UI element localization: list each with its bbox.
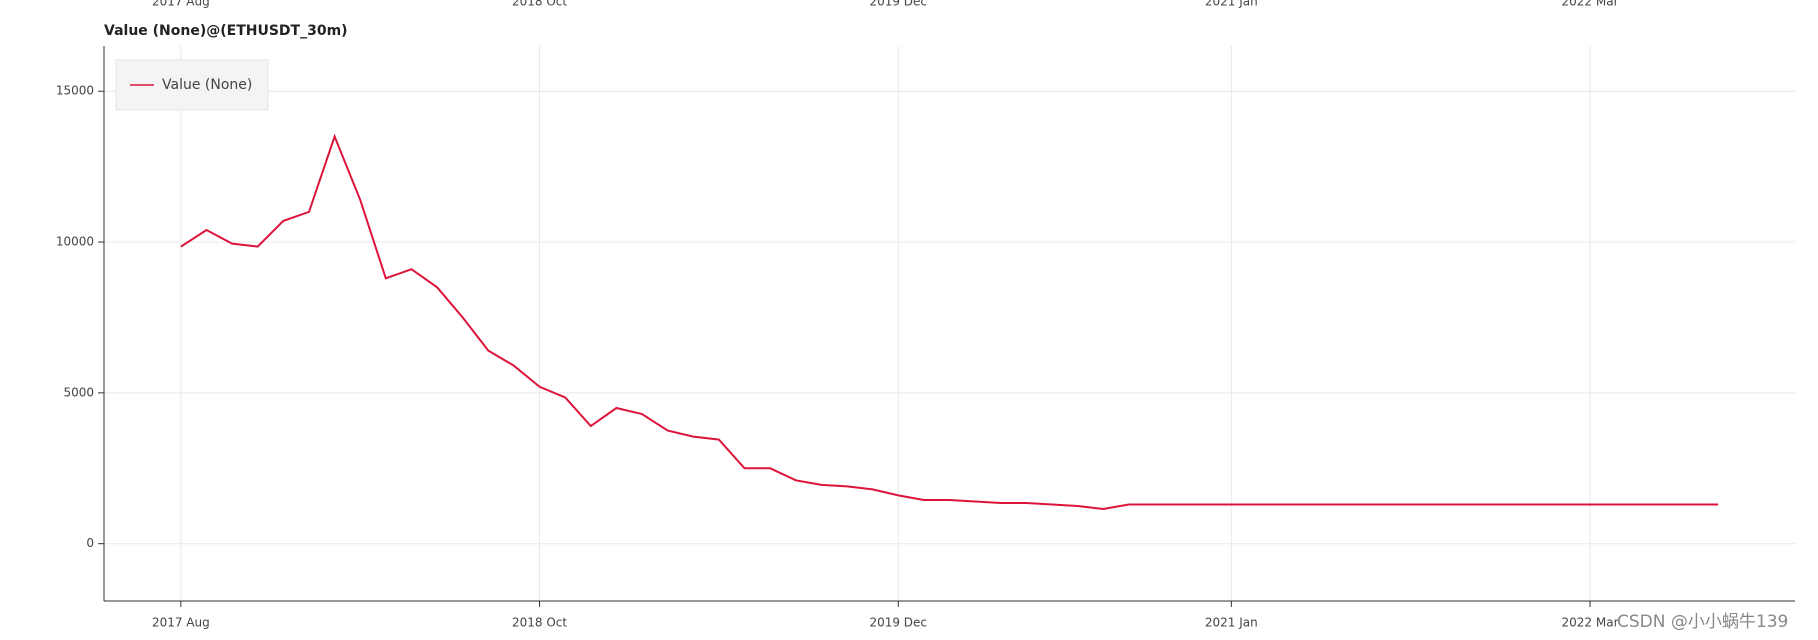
x-tick-label: 2019 Dec <box>869 616 927 630</box>
legend-label: Value (None) <box>162 77 252 93</box>
y-tick-label: 10000 <box>56 235 94 249</box>
x-tick-label: 2018 Oct <box>512 616 567 630</box>
y-tick-label: 5000 <box>63 385 94 399</box>
y-tick-label: 15000 <box>56 84 94 98</box>
x-tick-label: 2017 Aug <box>152 616 210 630</box>
x-tick-label: 2022 Mar <box>1562 616 1619 630</box>
x-tick-label-top: 2022 Mar <box>1562 0 1619 9</box>
x-tick-label-top: 2021 Jan <box>1205 0 1258 9</box>
line-series <box>180 133 1719 511</box>
chart-title: Value (None)@(ETHUSDT_30m) <box>104 23 348 39</box>
x-tick-label: 2021 Jan <box>1205 616 1258 630</box>
x-tick-label-top: 2018 Oct <box>512 0 567 9</box>
y-tick-label: 0 <box>86 536 94 550</box>
legend: Value (None) <box>115 59 269 111</box>
x-tick-label-top: 2017 Aug <box>152 0 210 9</box>
x-tick-label-top: 2019 Dec <box>869 0 927 9</box>
watermark: CSDN @小小蜗牛139 <box>1617 612 1788 632</box>
